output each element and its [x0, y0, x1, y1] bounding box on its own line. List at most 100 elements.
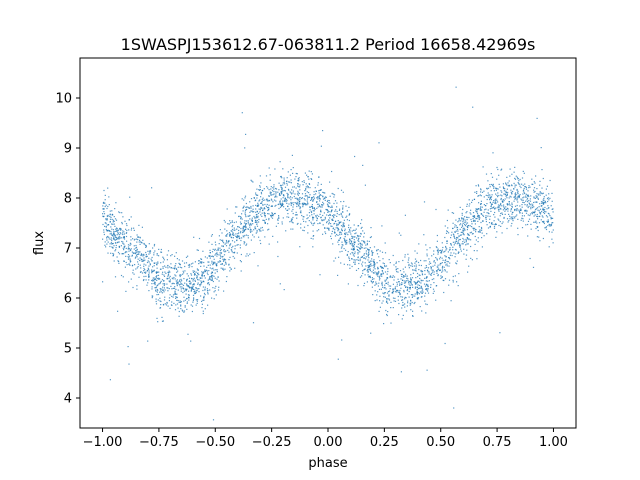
data-point — [212, 419, 215, 421]
data-point — [159, 281, 162, 284]
data-point — [264, 212, 266, 214]
data-point — [304, 195, 306, 197]
data-point — [310, 211, 313, 214]
data-point — [144, 269, 146, 271]
data-point — [309, 209, 311, 211]
data-point — [295, 214, 297, 216]
data-point — [529, 213, 532, 215]
data-point — [548, 193, 550, 195]
data-point — [476, 216, 479, 218]
data-point — [410, 274, 412, 276]
data-point — [297, 180, 300, 182]
data-point — [481, 237, 483, 239]
data-point — [178, 262, 180, 264]
data-point — [239, 232, 242, 234]
data-point — [549, 197, 551, 199]
data-point — [144, 244, 147, 246]
data-point — [381, 283, 383, 285]
data-point — [324, 216, 326, 218]
data-point — [166, 301, 168, 304]
data-point — [122, 230, 124, 232]
data-point — [465, 244, 467, 246]
data-point — [294, 193, 296, 195]
data-point — [331, 233, 333, 235]
data-point — [235, 221, 237, 223]
data-point — [164, 296, 166, 298]
data-point — [537, 194, 539, 196]
data-point — [288, 208, 290, 210]
data-point — [486, 198, 488, 201]
data-point — [229, 220, 231, 222]
data-point — [184, 306, 186, 308]
data-point — [306, 195, 308, 197]
data-point — [201, 274, 203, 276]
data-point — [334, 214, 336, 216]
data-point — [335, 209, 337, 211]
data-point — [128, 281, 130, 283]
data-point — [120, 233, 122, 235]
data-point — [313, 194, 315, 196]
data-point — [116, 234, 118, 236]
data-point — [474, 227, 476, 229]
data-point — [220, 267, 222, 269]
data-point — [250, 222, 252, 225]
data-point — [461, 218, 463, 220]
data-point — [528, 218, 531, 220]
data-point — [360, 256, 362, 258]
data-point — [231, 228, 234, 231]
data-point — [471, 201, 473, 203]
data-point — [418, 264, 420, 266]
data-point — [166, 259, 168, 261]
data-point — [139, 236, 141, 238]
data-point — [167, 274, 170, 276]
data-point — [128, 248, 130, 250]
data-point — [130, 236, 132, 238]
data-point — [122, 233, 124, 236]
data-point — [340, 221, 342, 223]
data-point — [528, 195, 530, 198]
data-point — [231, 220, 233, 222]
data-point — [498, 194, 500, 197]
data-point — [290, 179, 292, 181]
data-point — [351, 258, 353, 260]
data-point — [233, 229, 235, 231]
data-point — [454, 241, 456, 243]
data-point — [511, 173, 513, 175]
data-point — [206, 266, 208, 268]
data-point — [290, 204, 292, 206]
data-point — [353, 236, 355, 238]
data-point — [381, 275, 383, 277]
data-point — [500, 190, 502, 192]
data-point — [373, 265, 376, 267]
data-point — [463, 234, 465, 236]
data-point — [298, 177, 300, 179]
data-point — [413, 281, 415, 283]
data-point — [543, 199, 545, 201]
data-point — [492, 183, 494, 185]
x-tick-label: −0.25 — [252, 435, 292, 450]
data-point — [525, 200, 527, 202]
data-point — [153, 252, 155, 254]
data-point — [301, 197, 303, 200]
data-point — [503, 206, 505, 208]
data-point — [462, 225, 464, 227]
data-point — [121, 253, 123, 255]
data-point — [348, 257, 350, 260]
data-point — [470, 231, 473, 233]
data-point — [198, 260, 200, 262]
data-point — [552, 242, 554, 244]
data-point — [188, 277, 191, 279]
data-point — [470, 218, 472, 221]
data-point — [325, 232, 327, 235]
data-point — [231, 247, 233, 249]
data-point — [327, 211, 329, 213]
data-point — [502, 221, 504, 223]
data-point — [175, 304, 177, 306]
data-point — [429, 261, 431, 263]
data-point — [279, 206, 282, 208]
data-point — [164, 289, 166, 291]
data-point — [258, 189, 261, 191]
data-point — [278, 215, 280, 217]
data-point — [141, 254, 143, 256]
data-point — [379, 277, 381, 280]
